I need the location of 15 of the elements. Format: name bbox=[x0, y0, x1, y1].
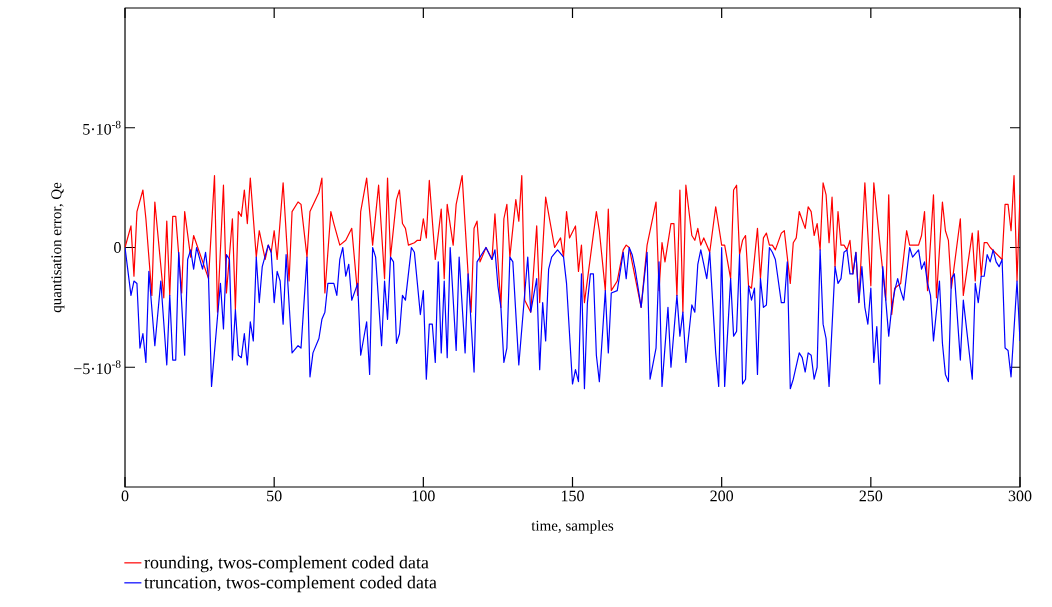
x-tick-label: 200 bbox=[710, 490, 734, 502]
y-tick-label: 0 bbox=[114, 242, 121, 253]
legend-label: rounding, twos-complement coded data bbox=[144, 555, 429, 573]
y-tick-label: 5·10$^{-8}$ bbox=[83, 120, 121, 135]
x-tick-label: 50 bbox=[267, 490, 282, 502]
x-tick-label: 250 bbox=[859, 490, 883, 502]
legend-label: truncation, twos-complement coded data bbox=[144, 575, 437, 593]
y-axis-title: quantisation error, Qe bbox=[51, 182, 65, 313]
y-tick-label: −5·10$^{-8}$ bbox=[74, 360, 121, 375]
x-axis-title: time, samples bbox=[531, 520, 614, 534]
x-tick-label: 100 bbox=[412, 490, 435, 502]
x-tick-label: 0 bbox=[121, 490, 129, 502]
x-tick-label: 300 bbox=[1008, 490, 1032, 502]
x-tick-label: 150 bbox=[561, 490, 584, 502]
line-series bbox=[125, 244, 1020, 390]
